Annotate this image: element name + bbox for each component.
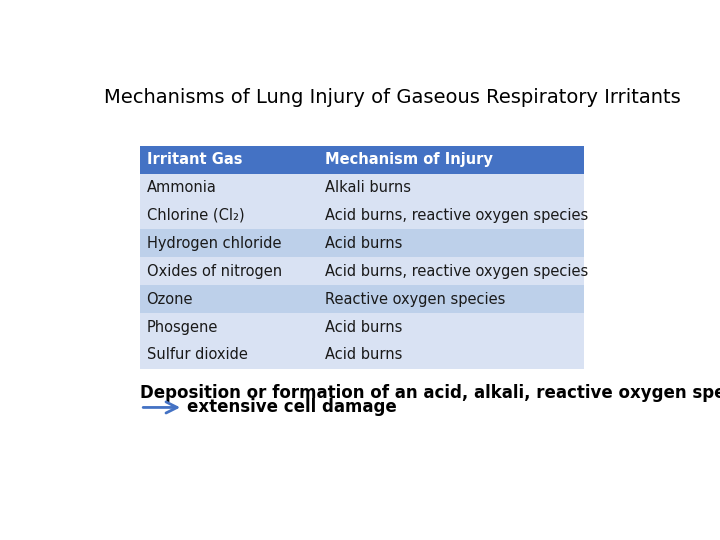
Text: Acid burns, reactive oxygen species: Acid burns, reactive oxygen species [325,208,588,223]
Text: Acid burns, reactive oxygen species: Acid burns, reactive oxygen species [325,264,588,279]
Text: Mechanisms of Lung Injury of Gaseous Respiratory Irritants: Mechanisms of Lung Injury of Gaseous Res… [104,88,680,107]
Text: Hydrogen chloride: Hydrogen chloride [147,236,281,251]
Text: Reactive oxygen species: Reactive oxygen species [325,292,505,307]
Text: Mechanism of Injury: Mechanism of Injury [325,152,492,167]
Bar [140,313,585,341]
Text: Deposition or formation of an acid, alkali, reactive oxygen species: Deposition or formation of an acid, alka… [140,384,720,402]
Bar [140,341,585,369]
Text: Chlorine (Cl₂): Chlorine (Cl₂) [147,208,244,223]
Text: Acid burns: Acid burns [325,236,402,251]
Text: Alkali burns: Alkali burns [325,180,411,195]
Text: Ammonia: Ammonia [147,180,217,195]
Bar [140,201,585,229]
Bar [140,285,585,313]
Bar [140,146,585,173]
Text: extensive cell damage: extensive cell damage [187,399,397,416]
Text: Oxides of nitrogen: Oxides of nitrogen [147,264,282,279]
Text: Acid burns: Acid burns [325,348,402,362]
Text: Sulfur dioxide: Sulfur dioxide [147,348,248,362]
Bar [140,230,585,257]
Text: Acid burns: Acid burns [325,320,402,335]
Text: Irritant Gas: Irritant Gas [147,152,242,167]
Bar [140,257,585,285]
Bar [140,173,585,201]
Text: Phosgene: Phosgene [147,320,218,335]
Text: Ozone: Ozone [147,292,193,307]
